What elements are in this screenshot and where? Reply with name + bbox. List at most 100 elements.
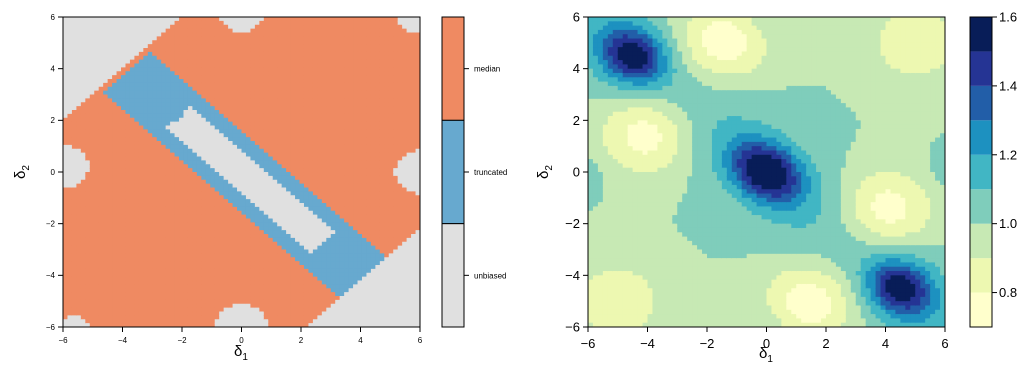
regime-cell xyxy=(112,245,118,251)
regime-cell xyxy=(161,90,167,96)
regime-cell xyxy=(241,59,247,65)
regime-cell xyxy=(245,222,252,227)
regime-cell xyxy=(241,20,247,26)
regime-cell xyxy=(228,203,234,208)
regime-cell xyxy=(94,90,100,96)
regime-cell xyxy=(335,288,341,293)
regime-cell xyxy=(295,214,301,220)
regime-cell xyxy=(299,20,305,26)
regime-cell xyxy=(179,296,185,301)
regime-cell xyxy=(201,315,207,320)
regime-cell xyxy=(214,191,220,196)
regime-cell xyxy=(250,55,256,61)
regime-cell xyxy=(80,133,86,138)
regime-cell xyxy=(174,86,180,92)
regime-cell xyxy=(321,303,327,309)
regime-cell xyxy=(112,257,118,262)
regime-cell xyxy=(317,67,323,72)
regime-cell xyxy=(179,168,185,173)
regime-cell xyxy=(170,280,176,285)
regime-cell xyxy=(312,17,318,22)
regime-cell xyxy=(312,187,318,192)
regime-cell xyxy=(245,268,252,274)
regime-cell xyxy=(254,55,260,61)
regime-cell xyxy=(174,144,180,150)
regime-cell xyxy=(187,102,194,107)
regime-cell xyxy=(245,117,252,123)
regime-cell xyxy=(245,237,252,243)
regime-cell xyxy=(272,117,278,123)
regime-cell xyxy=(335,86,341,92)
regime-cell xyxy=(134,272,140,278)
regime-cell xyxy=(196,55,202,61)
regime-cell xyxy=(196,75,202,80)
regime-cell xyxy=(63,245,69,251)
regime-cell xyxy=(156,90,162,96)
regime-cell xyxy=(205,48,211,53)
regime-cell xyxy=(241,82,247,88)
regime-cell xyxy=(330,148,336,154)
regime-cell xyxy=(107,79,113,84)
regime-cell xyxy=(112,36,118,41)
regime-cell xyxy=(254,319,260,324)
regime-cell xyxy=(67,230,73,235)
regime-cell xyxy=(241,55,247,61)
regime-cell xyxy=(201,117,207,123)
regime-cell xyxy=(134,226,140,231)
regime-cell xyxy=(192,206,198,212)
regime-cell xyxy=(129,79,135,84)
regime-cell xyxy=(112,106,118,111)
regime-cell xyxy=(138,129,144,134)
regime-cell xyxy=(326,172,332,177)
regime-cell xyxy=(76,48,82,53)
regime-cell xyxy=(112,113,118,119)
regime-cell xyxy=(232,125,238,130)
regime-cell xyxy=(179,257,185,262)
regime-cell xyxy=(112,230,118,235)
regime-cell xyxy=(210,32,216,37)
regime-cell xyxy=(210,148,216,154)
regime-cell xyxy=(71,199,77,204)
regime-cell xyxy=(281,218,287,223)
regime-cell xyxy=(85,67,91,72)
regime-cell xyxy=(268,230,274,235)
regime-cell xyxy=(67,203,73,208)
regime-cell xyxy=(326,144,332,150)
regime-cell xyxy=(214,214,220,220)
regime-cell xyxy=(192,117,198,123)
regime-cell xyxy=(170,230,176,235)
regime-cell xyxy=(85,75,91,80)
regime-cell xyxy=(170,44,176,49)
regime-cell xyxy=(174,265,180,270)
regime-cell xyxy=(259,323,265,327)
regime-cell xyxy=(143,32,149,37)
regime-cell xyxy=(339,121,345,127)
regime-cell xyxy=(94,261,100,266)
regime-cell xyxy=(107,90,113,96)
regime-cell xyxy=(303,206,310,212)
regime-cell xyxy=(170,168,176,173)
regime-cell xyxy=(245,206,252,212)
regime-cell xyxy=(232,44,238,49)
regime-cell xyxy=(98,51,104,57)
regime-cell xyxy=(85,82,91,88)
regime-cell xyxy=(210,144,216,150)
regime-cell xyxy=(232,245,238,251)
regime-cell xyxy=(129,24,135,30)
regime-cell xyxy=(259,113,265,119)
regime-cell xyxy=(179,90,185,96)
regime-cell xyxy=(80,323,86,327)
regime-cell xyxy=(143,121,149,127)
regime-cell xyxy=(250,106,256,111)
regime-cell xyxy=(330,222,336,227)
regime-cell xyxy=(330,241,336,247)
regime-cell xyxy=(112,90,118,96)
regime-cell xyxy=(94,234,100,239)
regime-cell xyxy=(250,245,256,251)
regime-cell xyxy=(335,319,341,324)
regime-cell xyxy=(187,237,194,243)
regime-cell xyxy=(94,280,100,285)
regime-cell xyxy=(143,288,149,293)
regime-cell xyxy=(219,144,225,150)
regime-cell xyxy=(326,303,332,309)
